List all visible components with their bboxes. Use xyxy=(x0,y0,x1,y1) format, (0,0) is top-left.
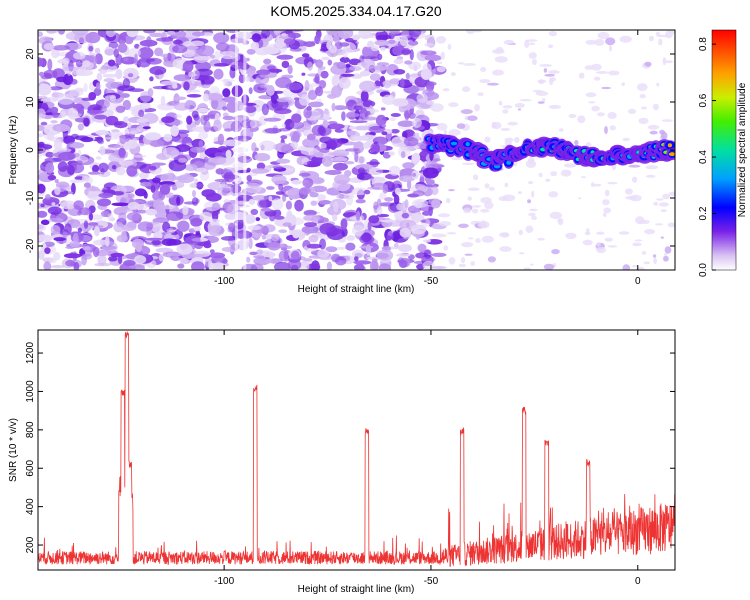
snr-y-tick-label: 600 xyxy=(25,459,36,476)
spectrogram-y-tick-label: 10 xyxy=(25,96,36,108)
snr-y-tick-label: 400 xyxy=(25,498,36,515)
spectrogram-x-tick-label: 0 xyxy=(635,276,641,287)
snr-background xyxy=(38,330,675,570)
snr-panel: -100 -50 0 200 400 600 800 1000 1200 Height of … xyxy=(8,329,676,595)
figure-title: KOM5.2025.334.04.17.G20 xyxy=(270,3,441,19)
snr-y-tick-label: 800 xyxy=(25,421,36,438)
snr-line xyxy=(38,331,675,568)
spectrogram-y-label: Frequency (Hz) xyxy=(8,116,19,185)
colorbar-ticks: 0.0 0.2 0.4 0.6 0.8 xyxy=(698,37,716,277)
colorbar-gradient xyxy=(711,29,737,271)
colorbar-tick-label: 0.8 xyxy=(698,37,709,51)
spectrogram-y-ticks: -20 -10 0 10 20 xyxy=(25,48,675,253)
spectrogram-signal-track xyxy=(423,133,675,172)
snr-y-label: SNR (10 * v/v) xyxy=(8,418,19,482)
colorbar-tick-label: 0.2 xyxy=(698,206,709,220)
snr-y-ticks: 200 400 600 800 1000 1200 xyxy=(25,341,675,553)
snr-x-tick-label: 0 xyxy=(635,576,641,587)
snr-x-ticks: -100 -50 0 xyxy=(214,330,641,587)
spectrogram-y-tick-label: 0 xyxy=(25,147,36,153)
spectrogram-y-tick-label: -20 xyxy=(25,238,36,253)
spectrogram-x-label: Height of straight line (km) xyxy=(298,284,415,295)
snr-x-tick-label: -50 xyxy=(424,576,439,587)
snr-frame xyxy=(37,329,676,571)
spectrogram-x-tick-label: -100 xyxy=(214,276,234,287)
colorbar: 0.0 0.2 0.4 0.6 0.8 Normalized spectral ampl… xyxy=(698,29,748,277)
colorbar-tick-label: 0.4 xyxy=(698,150,709,164)
snr-y-tick-label: 1000 xyxy=(25,380,36,403)
colorbar-label: Normalized spectral amplitude xyxy=(737,82,748,217)
colorbar-tick-label: 0.0 xyxy=(698,263,709,277)
snr-y-tick-label: 1200 xyxy=(25,341,36,364)
spectrogram-x-ticks: -100 -50 0 xyxy=(214,30,641,287)
snr-x-tick-label: -100 xyxy=(214,576,234,587)
spectrogram-y-tick-label: 20 xyxy=(25,48,36,60)
spectrogram-x-tick-label: -50 xyxy=(424,276,439,287)
snr-x-label: Height of straight line (km) xyxy=(298,584,415,595)
spectrogram-y-tick-label: -10 xyxy=(25,190,36,205)
spectrogram-noise-layer xyxy=(38,30,675,270)
snr-y-tick-label: 200 xyxy=(25,536,36,553)
colorbar-tick-label: 0.6 xyxy=(698,93,709,107)
